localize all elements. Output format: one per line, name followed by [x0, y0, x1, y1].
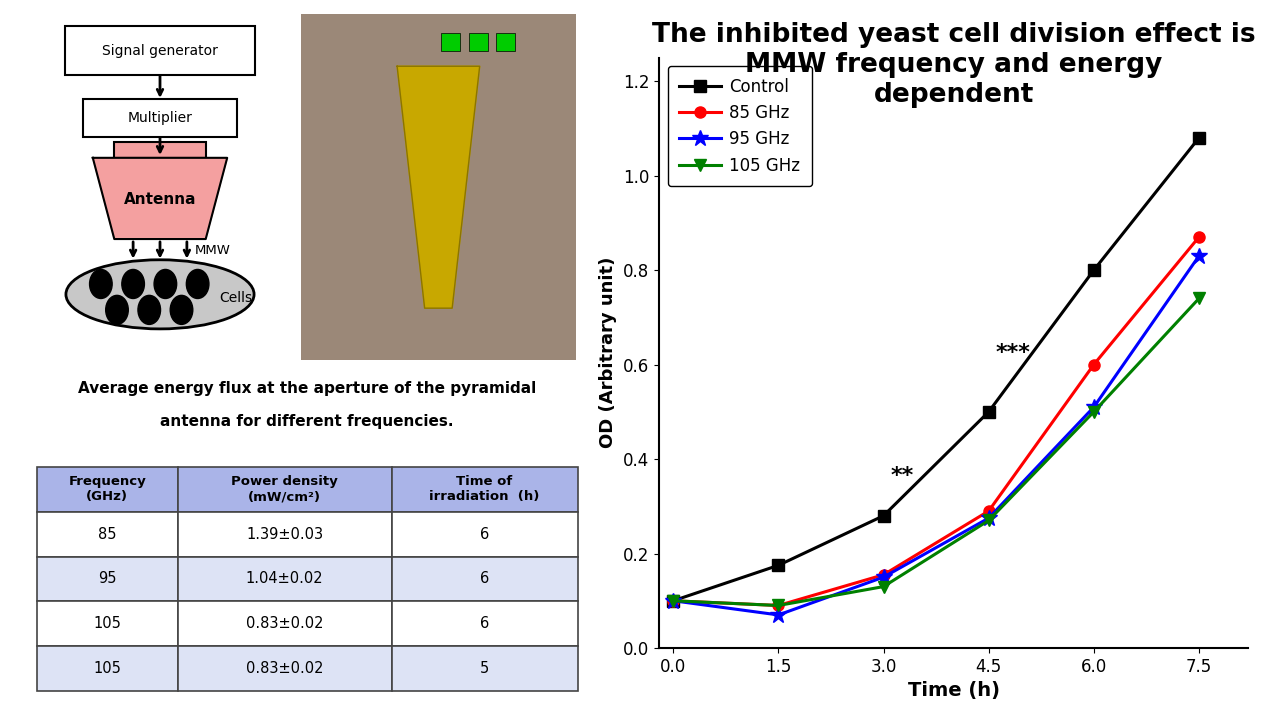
Text: Frequency
(GHz): Frequency (GHz)	[68, 475, 146, 503]
Circle shape	[106, 295, 128, 325]
FancyBboxPatch shape	[392, 512, 577, 557]
Ellipse shape	[65, 260, 253, 329]
Text: 5: 5	[480, 661, 489, 676]
Control	[876, 511, 891, 520]
Text: 105: 105	[93, 661, 122, 676]
Text: 0.83±0.02: 0.83±0.02	[246, 661, 324, 676]
Text: Average energy flux at the aperture of the pyramidal: Average energy flux at the aperture of t…	[78, 381, 536, 396]
105 GHz	[876, 582, 891, 591]
FancyBboxPatch shape	[178, 646, 392, 690]
Text: Cells: Cells	[219, 291, 252, 305]
Text: The inhibited yeast cell division effect is
MMW frequency and energy
dependent: The inhibited yeast cell division effect…	[652, 22, 1256, 107]
105 GHz	[980, 516, 996, 525]
85 GHz	[666, 596, 681, 605]
FancyBboxPatch shape	[178, 467, 392, 512]
FancyBboxPatch shape	[114, 143, 206, 158]
Text: 1.39±0.03: 1.39±0.03	[246, 527, 324, 541]
FancyBboxPatch shape	[178, 557, 392, 601]
Polygon shape	[92, 158, 228, 239]
X-axis label: Time (h): Time (h)	[908, 681, 1000, 701]
95 GHz	[876, 573, 891, 582]
Line: 85 GHz: 85 GHz	[668, 232, 1204, 611]
FancyBboxPatch shape	[392, 646, 577, 690]
Text: Multiplier: Multiplier	[128, 111, 192, 125]
FancyBboxPatch shape	[392, 557, 577, 601]
Control	[1087, 266, 1102, 274]
Circle shape	[90, 269, 113, 299]
Text: MMW: MMW	[195, 243, 230, 256]
85 GHz	[1192, 233, 1207, 241]
Text: 95: 95	[99, 572, 116, 586]
105 GHz	[1087, 408, 1102, 416]
Bar	[442, 33, 461, 50]
Circle shape	[138, 295, 160, 325]
Text: 105: 105	[93, 616, 122, 631]
Text: Antenna: Antenna	[124, 192, 196, 207]
FancyBboxPatch shape	[83, 99, 237, 137]
85 GHz	[876, 570, 891, 579]
Polygon shape	[397, 66, 480, 308]
FancyBboxPatch shape	[392, 601, 577, 646]
105 GHz	[771, 601, 786, 610]
105 GHz	[1192, 294, 1207, 303]
Line: 105 GHz: 105 GHz	[668, 293, 1204, 611]
FancyBboxPatch shape	[37, 467, 178, 512]
Bar	[497, 33, 516, 50]
Bar	[468, 33, 488, 50]
Line: Control: Control	[668, 132, 1204, 606]
Text: 6: 6	[480, 572, 489, 586]
85 GHz	[771, 601, 786, 610]
Text: **: **	[891, 466, 914, 485]
Circle shape	[187, 269, 209, 299]
FancyBboxPatch shape	[392, 467, 577, 512]
Line: 95 GHz: 95 GHz	[664, 248, 1207, 624]
95 GHz	[771, 611, 786, 619]
95 GHz	[1087, 402, 1102, 411]
Circle shape	[122, 269, 145, 299]
Text: Signal generator: Signal generator	[102, 44, 218, 58]
Control	[771, 561, 786, 570]
Y-axis label: OD (Arbitrary unit): OD (Arbitrary unit)	[599, 257, 617, 449]
Text: antenna for different frequencies.: antenna for different frequencies.	[160, 414, 454, 429]
Text: Time of
irradiation  (h): Time of irradiation (h)	[429, 475, 540, 503]
Text: ***: ***	[996, 343, 1030, 363]
FancyBboxPatch shape	[37, 512, 178, 557]
FancyBboxPatch shape	[178, 512, 392, 557]
FancyBboxPatch shape	[37, 557, 178, 601]
FancyBboxPatch shape	[37, 601, 178, 646]
Control	[980, 408, 996, 416]
105 GHz	[666, 596, 681, 605]
Text: 1.04±0.02: 1.04±0.02	[246, 572, 324, 586]
95 GHz	[1192, 252, 1207, 261]
FancyBboxPatch shape	[37, 646, 178, 690]
Control	[666, 596, 681, 605]
Control	[1192, 134, 1207, 143]
95 GHz	[666, 596, 681, 605]
Circle shape	[170, 295, 193, 325]
Text: 6: 6	[480, 616, 489, 631]
FancyBboxPatch shape	[64, 27, 256, 75]
Circle shape	[154, 269, 177, 299]
85 GHz	[980, 507, 996, 516]
Text: Power density
(mW/cm²): Power density (mW/cm²)	[232, 475, 338, 503]
85 GHz	[1087, 360, 1102, 369]
95 GHz	[980, 514, 996, 523]
Legend: Control, 85 GHz, 95 GHz, 105 GHz: Control, 85 GHz, 95 GHz, 105 GHz	[668, 66, 812, 186]
Text: 6: 6	[480, 527, 489, 541]
Text: 0.83±0.02: 0.83±0.02	[246, 616, 324, 631]
Text: 85: 85	[99, 527, 116, 541]
FancyBboxPatch shape	[178, 601, 392, 646]
